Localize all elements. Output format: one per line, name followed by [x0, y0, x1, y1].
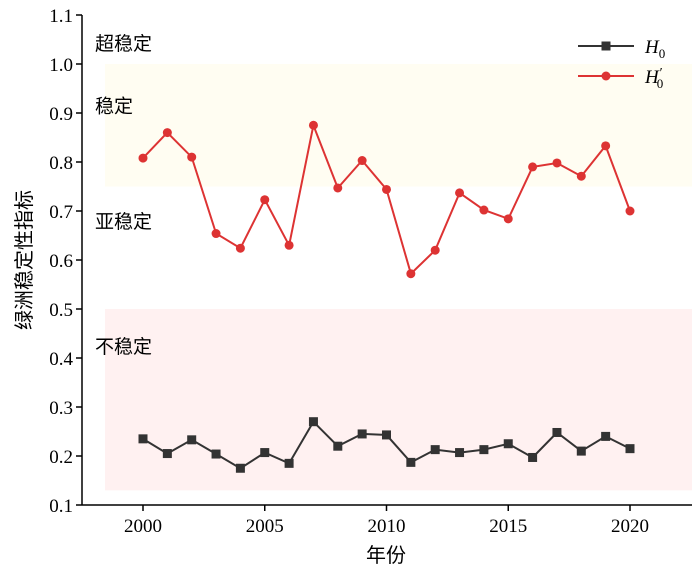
y-tick-label: 0.1	[49, 496, 73, 517]
data-point-square	[260, 448, 270, 458]
zone-label-2: 亚稳定	[95, 211, 152, 233]
data-point-square	[284, 458, 294, 468]
data-point-square	[503, 439, 513, 449]
zone-label-1: 稳定	[95, 96, 133, 118]
data-point-circle	[187, 152, 197, 162]
x-tick-label: 2015	[489, 516, 527, 537]
y-axis-title: 绿洲稳定性指标	[12, 190, 36, 330]
data-point-circle	[528, 162, 538, 172]
data-point-square	[576, 446, 586, 456]
data-point-circle	[576, 171, 586, 181]
zone-label-0: 超稳定	[95, 33, 152, 55]
x-tick-label: 2010	[368, 516, 406, 537]
axes: 0.1 0.2 0.3 0.4 0.5 0.6 0.7 0.8 0.9 1.0 1.1 2000 200…	[49, 6, 692, 537]
data-point-square	[479, 445, 489, 455]
data-point-square	[455, 448, 465, 458]
series-0	[138, 417, 635, 473]
data-point-square	[308, 417, 318, 427]
data-point-square	[211, 449, 221, 459]
y-tick-label: 0.5	[49, 300, 73, 321]
data-point-circle	[382, 184, 391, 194]
data-point-circle	[625, 206, 635, 216]
data-point-square	[406, 457, 416, 467]
data-point-square	[625, 444, 635, 454]
data-point-circle	[503, 214, 513, 224]
data-point-square	[357, 429, 367, 439]
data-point-circle	[211, 229, 221, 239]
data-point-square	[162, 449, 172, 459]
data-point-circle	[308, 120, 318, 130]
data-point-circle	[430, 245, 440, 255]
legend-label-0: H0	[644, 37, 665, 61]
legend-marker-circle	[601, 71, 611, 81]
data-point-circle	[333, 183, 343, 193]
legend-label-1: H′ 0	[644, 66, 663, 91]
zone-label-3: 不稳定	[95, 336, 152, 358]
y-tick-label: 0.4	[49, 349, 73, 370]
data-point-circle	[406, 269, 416, 279]
y-tick-label: 0.8	[49, 153, 73, 174]
zone-band-3	[105, 309, 692, 491]
data-point-square	[382, 430, 391, 440]
y-tick-label: 0.6	[49, 251, 73, 272]
data-point-square	[187, 435, 197, 445]
data-point-square	[601, 431, 611, 441]
legend-marker-square	[601, 41, 611, 51]
data-point-square	[138, 434, 148, 444]
data-point-square	[235, 463, 245, 473]
x-axis-title: 年份	[366, 543, 406, 567]
y-tick-label: 0.9	[49, 104, 73, 125]
x-tick-label: 2005	[246, 516, 284, 537]
y-tick-label: 0.3	[49, 398, 73, 419]
series-1	[138, 120, 635, 279]
y-tick-label: 0.2	[49, 447, 73, 468]
y-tick-label: 0.7	[49, 202, 73, 223]
y-tick-label: 1.0	[49, 55, 73, 76]
data-point-circle	[235, 243, 245, 253]
stability-zones	[105, 64, 692, 491]
data-point-square	[430, 445, 440, 455]
data-point-circle	[162, 128, 172, 138]
data-point-square	[528, 452, 538, 462]
data-point-circle	[552, 158, 562, 168]
zone-band-1	[105, 64, 692, 187]
data-series	[138, 120, 635, 473]
data-point-square	[333, 441, 343, 451]
data-point-circle	[260, 195, 270, 205]
data-point-circle	[284, 240, 294, 250]
data-point-circle	[601, 141, 611, 151]
data-point-circle	[138, 153, 148, 163]
data-point-circle	[455, 188, 465, 198]
y-tick-label: 1.1	[49, 6, 73, 27]
data-point-circle	[479, 205, 489, 215]
x-tick-label: 2020	[611, 516, 649, 537]
x-tick-label: 2000	[124, 516, 162, 537]
data-point-circle	[357, 156, 367, 166]
data-point-square	[552, 427, 562, 437]
